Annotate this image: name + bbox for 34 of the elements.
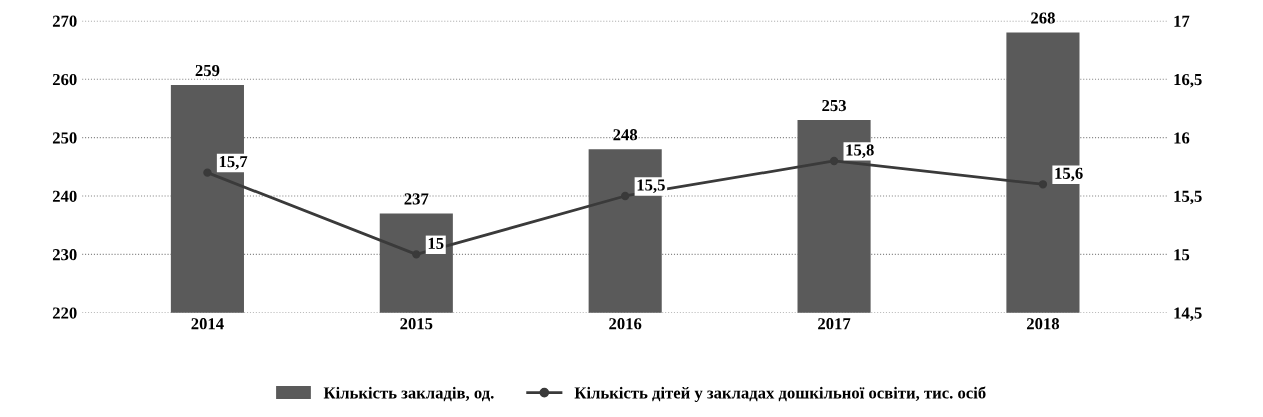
data-label: 259 <box>195 64 220 77</box>
x-tick-label: 2018 <box>1026 318 1060 330</box>
legend-label: Кількість дітей у закладах дошкільної освіти, тис. осіб <box>574 386 986 402</box>
y-tick-label: 240 <box>52 190 77 202</box>
point <box>829 156 839 166</box>
data-label: 15,5 <box>637 179 665 194</box>
y2-tick-label: 14,5 <box>1174 307 1202 322</box>
data-label: 268 <box>1031 12 1055 24</box>
point <box>412 250 421 259</box>
y2-tick-label: 16,5 <box>1174 73 1202 88</box>
y2-tick-label: 15,5 <box>1174 190 1202 205</box>
x-tick-label: 2016 <box>609 318 642 330</box>
y-tick-label: 250 <box>52 132 77 144</box>
data-label: 15,7 <box>219 156 248 170</box>
y-tick-label: 260 <box>52 73 77 86</box>
y-tick-label: 270 <box>52 15 77 27</box>
data-label: 15,8 <box>846 144 874 158</box>
x-tick-label: 2015 <box>400 318 433 330</box>
data-label: 248 <box>613 129 638 141</box>
data-label: 15 <box>428 237 444 249</box>
x-tick-label: 2017 <box>818 318 851 330</box>
data-label: 15,6 <box>1055 167 1083 182</box>
y2-tick-label: 17 <box>1174 15 1190 27</box>
point <box>1038 180 1048 189</box>
x-tick-label: 2014 <box>191 318 224 330</box>
y2-tick-label: 15 <box>1174 249 1190 261</box>
point <box>203 168 212 177</box>
legend-label: Кількість закладів, од. <box>323 386 494 402</box>
y2-tick-label: 16 <box>1174 132 1190 144</box>
data-label: 253 <box>822 99 846 112</box>
data-label: 237 <box>404 193 429 205</box>
point <box>621 191 630 201</box>
y-tick-label: 230 <box>52 249 77 261</box>
y-tick-label: 220 <box>52 307 77 319</box>
